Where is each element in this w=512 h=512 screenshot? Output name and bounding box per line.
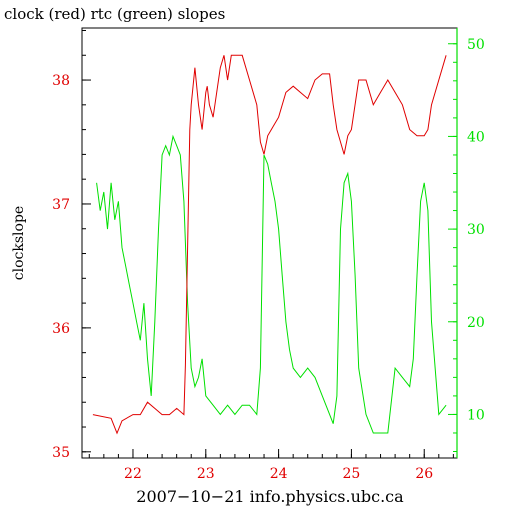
left-tick-label: 36 [52,321,70,337]
right-axis-ticks: 10 20 30 40 50 [448,28,485,458]
left-tick-label: 35 [52,445,70,461]
plot-frame [81,27,458,459]
x-tick-label: 23 [197,466,215,482]
right-tick-label: 50 [467,37,485,53]
chart-title: clock (red) rtc (green) slopes [4,5,225,23]
right-tick-label: 40 [467,129,485,145]
y-axis-label: clockslope [11,206,27,280]
series-line-rtc [96,134,447,434]
x-tick-label: 26 [415,466,433,482]
x-axis-ticks: 22 23 24 25 26 [88,449,454,482]
left-tick-label: 38 [52,73,70,89]
left-tick-label: 37 [52,197,70,213]
x-tick-label: 22 [124,466,142,482]
right-tick-label: 30 [467,222,485,238]
series-line-clock [92,54,447,435]
right-tick-label: 10 [467,407,485,423]
left-axis-ticks: 35 36 37 38 [52,29,91,461]
x-tick-label: 24 [270,466,288,482]
x-axis-label: 2007−10−21 info.physics.ubc.ca [136,487,404,506]
series-layer [92,54,447,435]
x-tick-label: 25 [343,466,361,482]
right-tick-label: 20 [467,315,485,331]
